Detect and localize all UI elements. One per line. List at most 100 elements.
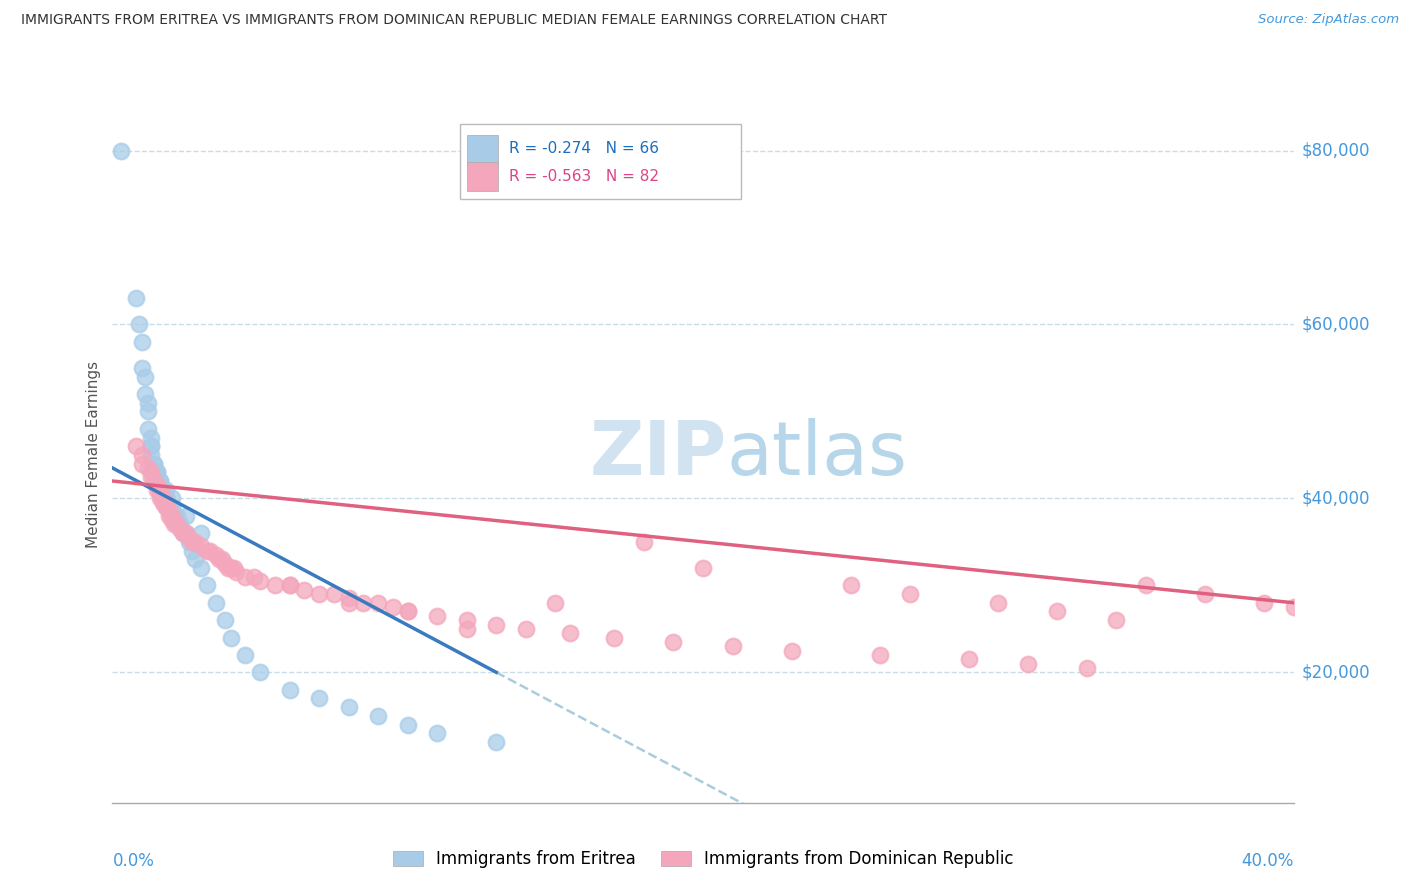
Point: [136, 461, 159, 475]
Point: [155, 500, 177, 514]
Point: [149, 474, 172, 488]
Point: [149, 474, 172, 488]
Point: [426, 726, 449, 740]
Point: [131, 448, 153, 462]
Text: $40,000: $40,000: [1302, 490, 1371, 508]
Point: [142, 466, 165, 480]
Point: [149, 487, 172, 501]
Point: [139, 448, 162, 462]
Point: [214, 613, 236, 627]
Point: [139, 439, 162, 453]
Point: [323, 587, 346, 601]
Point: [172, 526, 194, 541]
Point: [1046, 605, 1069, 619]
Point: [160, 500, 183, 514]
Point: [139, 439, 162, 453]
Point: [219, 631, 242, 645]
Point: [155, 491, 177, 506]
Point: [190, 526, 212, 541]
Text: Source: ZipAtlas.com: Source: ZipAtlas.com: [1258, 13, 1399, 27]
Point: [603, 631, 626, 645]
Point: [179, 534, 201, 549]
Point: [233, 570, 256, 584]
Point: [544, 596, 567, 610]
Point: [219, 561, 242, 575]
Point: [155, 483, 177, 497]
Text: $20,000: $20,000: [1302, 664, 1371, 681]
Point: [142, 457, 165, 471]
Point: [149, 491, 172, 506]
Point: [184, 534, 207, 549]
Point: [142, 466, 165, 480]
Point: [337, 700, 360, 714]
Legend: Immigrants from Eritrea, Immigrants from Dominican Republic: Immigrants from Eritrea, Immigrants from…: [385, 843, 1021, 874]
Point: [217, 561, 239, 575]
Point: [110, 144, 132, 158]
Point: [134, 387, 156, 401]
Point: [142, 474, 165, 488]
Point: [172, 526, 194, 541]
Point: [292, 582, 315, 597]
Point: [157, 500, 180, 514]
Point: [136, 396, 159, 410]
Point: [152, 491, 174, 506]
Point: [181, 534, 204, 549]
Point: [957, 652, 980, 666]
Point: [198, 543, 221, 558]
Point: [146, 466, 169, 480]
Point: [166, 517, 188, 532]
Point: [208, 552, 231, 566]
Point: [1105, 613, 1128, 627]
Point: [278, 578, 301, 592]
Point: [225, 566, 247, 580]
Point: [166, 517, 188, 532]
Point: [352, 596, 374, 610]
Point: [163, 508, 186, 523]
Point: [166, 508, 188, 523]
Point: [149, 483, 172, 497]
Text: $60,000: $60,000: [1302, 316, 1371, 334]
Point: [139, 469, 162, 483]
Point: [152, 491, 174, 506]
Point: [174, 508, 197, 523]
Point: [222, 561, 245, 575]
Point: [160, 508, 183, 523]
Point: [125, 291, 148, 305]
Point: [190, 539, 212, 553]
Point: [149, 483, 172, 497]
Point: [692, 561, 714, 575]
Point: [367, 596, 389, 610]
Point: [163, 517, 186, 532]
Point: [869, 648, 891, 662]
Point: [214, 557, 236, 571]
Point: [1017, 657, 1039, 671]
Point: [205, 596, 228, 610]
Point: [155, 491, 177, 506]
Point: [174, 526, 197, 541]
Point: [337, 591, 360, 606]
Point: [174, 526, 197, 541]
Point: [558, 626, 582, 640]
Text: atlas: atlas: [727, 418, 908, 491]
Point: [136, 422, 159, 436]
Point: [146, 474, 169, 488]
Text: ZIP: ZIP: [589, 418, 727, 491]
Point: [396, 717, 419, 731]
Point: [157, 500, 180, 514]
Point: [382, 600, 405, 615]
Point: [146, 478, 169, 492]
Point: [160, 508, 183, 523]
Point: [219, 561, 242, 575]
Point: [898, 587, 921, 601]
Point: [152, 491, 174, 506]
Point: [1194, 587, 1216, 601]
Text: $80,000: $80,000: [1302, 142, 1371, 160]
Point: [139, 430, 162, 444]
Point: [146, 483, 169, 497]
Point: [181, 543, 204, 558]
Point: [149, 483, 172, 497]
Point: [308, 587, 330, 601]
Point: [139, 466, 162, 480]
Point: [1076, 661, 1098, 675]
Point: [396, 605, 419, 619]
